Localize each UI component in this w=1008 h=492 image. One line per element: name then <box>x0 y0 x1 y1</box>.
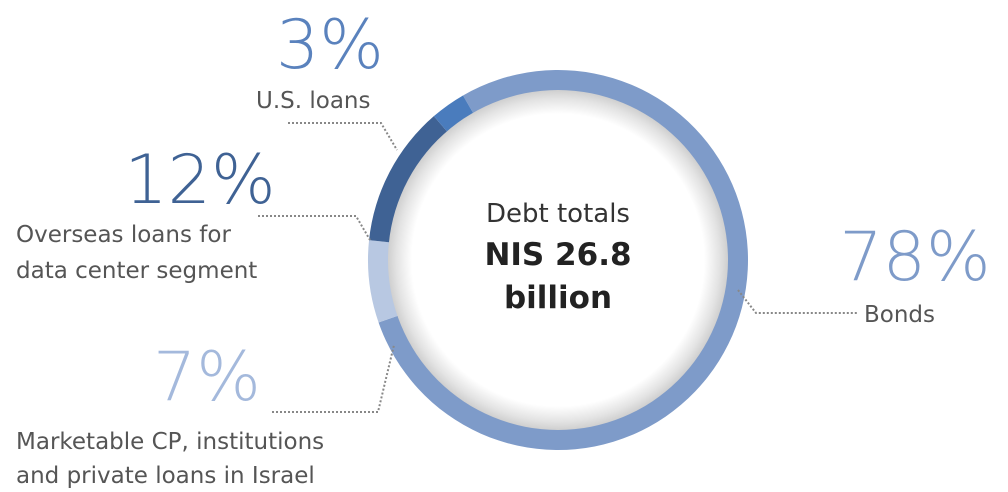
leader-line-us-loans <box>288 122 398 151</box>
center-label-unit: billion <box>504 280 612 316</box>
leader-line-israel-loans <box>272 344 395 413</box>
category-label-israel-loans-line2: and private loans in Israel <box>16 463 315 489</box>
leader-line-bonds <box>737 289 858 314</box>
leader-line-overseas-loans <box>258 215 371 241</box>
center-label-line1: Debt totals <box>486 199 630 229</box>
category-label-overseas-loans-line2: data center segment <box>16 258 257 284</box>
percent-label-bonds: 78% <box>839 218 990 297</box>
slice-us-loans-arc <box>433 95 474 133</box>
category-label-israel-loans-line1: Marketable CP, institutions <box>16 429 324 455</box>
center-label-amount: NIS 26.8 <box>484 237 631 273</box>
category-label-bonds: Bonds <box>864 302 935 328</box>
donut-center <box>388 90 728 430</box>
percent-label-overseas-loans: 12% <box>124 141 275 220</box>
slice-israel-loans-arc <box>368 240 400 323</box>
percent-label-us-loans: 3% <box>276 6 384 85</box>
percent-label-israel-loans: 7% <box>153 338 261 417</box>
category-label-us-loans: U.S. loans <box>256 88 370 114</box>
category-label-overseas-loans-line1: Overseas loans for <box>16 222 231 248</box>
